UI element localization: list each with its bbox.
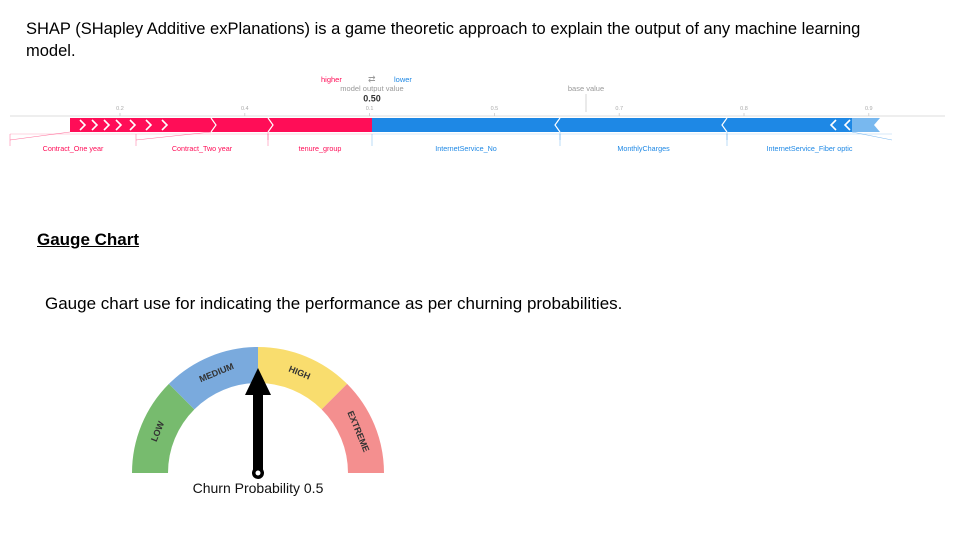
feature-connector (135, 131, 212, 141)
gauge-needle (245, 368, 271, 479)
needle-pivot-center (255, 470, 261, 476)
axis-tick-label: 0.4 (241, 106, 249, 112)
gauge-segment-medium (168, 347, 258, 410)
axis-tick-label: 0.8 (740, 106, 748, 112)
output-value: 0.50 (363, 94, 381, 104)
gauge-segments (132, 347, 384, 473)
feature-label: Contract_Two year (172, 144, 233, 153)
feature-connector (9, 131, 71, 141)
axis-tick-label: 0.2 (116, 106, 124, 112)
segment-divider (267, 117, 274, 133)
segment-divider (210, 117, 217, 133)
gauge-description: Gauge chart use for indicating the perfo… (45, 294, 623, 313)
axis-tick-label: 0.7 (615, 106, 623, 112)
needle-arrow (245, 368, 271, 473)
legend-lower: lower (394, 75, 412, 84)
feature-labels: Contract_One year Contract_Two year tenure… (9, 131, 893, 153)
chevron-right-icon (79, 119, 87, 131)
chevron-right-icon (145, 119, 153, 131)
force-bars (70, 117, 880, 133)
chevron-right-icon (129, 119, 137, 131)
chevron-right-icon (115, 119, 123, 131)
feature-label: tenure_group (299, 144, 342, 153)
feature-connector (851, 131, 893, 141)
axis-ticks: 0.2 0.4 0.1 0.5 0.7 0.8 0.9 (116, 106, 873, 116)
feature-label: MonthlyCharges (617, 144, 670, 153)
base-value-label: base value (568, 84, 604, 93)
gauge-section-heading: Gauge Chart (37, 230, 140, 249)
gauge-segment-extreme (321, 383, 384, 473)
axis-tick-label: 0.5 (491, 106, 499, 112)
intro-text: SHAP (SHapley Additive exPlanations) is … (26, 20, 861, 60)
shap-force-plot: higher ⇄ lower model output value 0.50 b… (9, 74, 945, 153)
chevron-right-icon (161, 119, 169, 131)
chevron-right-icon (91, 119, 99, 131)
axis-tick-label: 0.1 (366, 106, 374, 112)
chevron-left-icon (829, 119, 837, 131)
gauge-segment-low (132, 383, 195, 473)
force-bar-lower (372, 118, 852, 132)
axis-tick-label: 0.9 (865, 106, 873, 112)
segment-divider (554, 117, 561, 133)
legend-higher: higher (321, 75, 342, 84)
needle-head (245, 368, 271, 395)
legend-arrows-icon: ⇄ (368, 74, 376, 84)
feature-label: InternetService_No (435, 144, 497, 153)
gauge-value-label: Churn Probability 0.5 (193, 480, 324, 496)
chevron-left-icon (843, 119, 851, 131)
chevron-right-icon (103, 119, 111, 131)
feature-label: InternetService_Fiber optic (767, 144, 853, 153)
force-bar-higher (70, 118, 372, 132)
output-value-label: model output value (340, 84, 403, 93)
feature-label: Contract_One year (43, 144, 104, 153)
segment-divider (721, 117, 728, 133)
force-bar-tail (852, 118, 880, 132)
needle-shaft (253, 393, 263, 473)
gauge-segment-high (258, 347, 348, 410)
